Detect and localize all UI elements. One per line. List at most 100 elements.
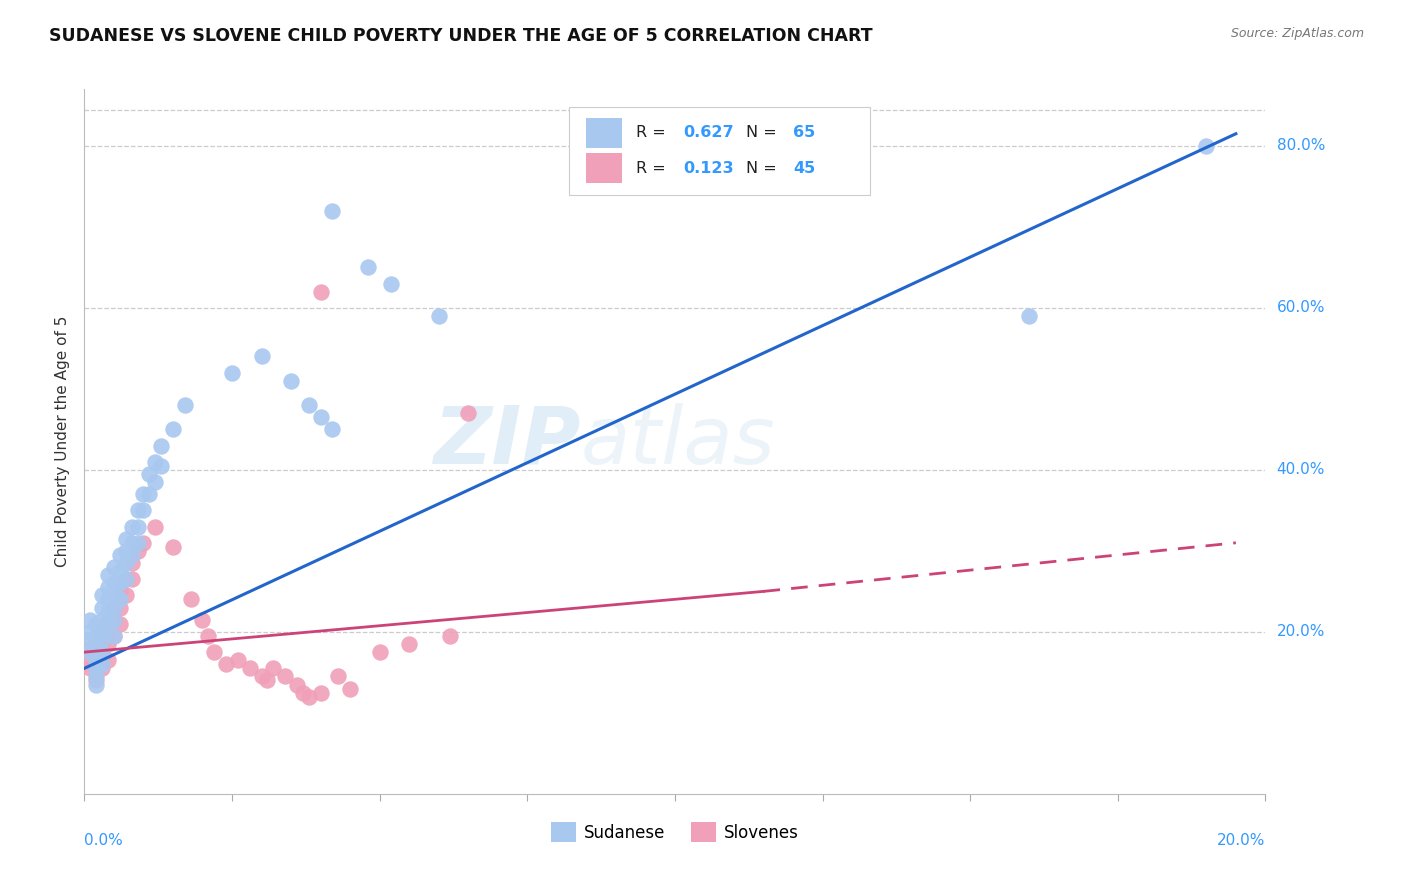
Point bbox=[143, 455, 166, 469]
Point bbox=[121, 548, 143, 562]
FancyBboxPatch shape bbox=[568, 107, 870, 194]
Point bbox=[285, 677, 308, 691]
Point bbox=[84, 661, 107, 675]
Point bbox=[380, 277, 402, 291]
Point bbox=[262, 661, 284, 675]
Point bbox=[97, 624, 120, 639]
Point bbox=[114, 556, 136, 570]
Point bbox=[250, 669, 273, 683]
Point bbox=[298, 398, 321, 412]
Point bbox=[103, 576, 125, 591]
Text: SUDANESE VS SLOVENE CHILD POVERTY UNDER THE AGE OF 5 CORRELATION CHART: SUDANESE VS SLOVENE CHILD POVERTY UNDER … bbox=[49, 27, 873, 45]
Point bbox=[127, 544, 149, 558]
Point bbox=[84, 653, 107, 667]
Point bbox=[97, 613, 120, 627]
Point bbox=[103, 613, 125, 627]
Point bbox=[150, 439, 173, 453]
Point bbox=[84, 661, 107, 675]
Point bbox=[239, 661, 262, 675]
Point bbox=[309, 285, 332, 299]
Point bbox=[84, 669, 107, 683]
Point bbox=[215, 657, 238, 672]
Point bbox=[250, 350, 273, 364]
Point bbox=[197, 629, 219, 643]
Point bbox=[79, 632, 101, 647]
Point bbox=[84, 641, 107, 656]
Text: atlas: atlas bbox=[581, 402, 775, 481]
Point bbox=[103, 629, 125, 643]
Point bbox=[108, 592, 131, 607]
Point bbox=[321, 203, 343, 218]
Point bbox=[143, 519, 166, 533]
Point bbox=[97, 580, 120, 594]
Point bbox=[132, 503, 155, 517]
Point bbox=[191, 613, 214, 627]
Y-axis label: Child Poverty Under the Age of 5: Child Poverty Under the Age of 5 bbox=[55, 316, 70, 567]
Point bbox=[132, 487, 155, 501]
Point bbox=[84, 649, 107, 664]
Point bbox=[79, 661, 101, 675]
Point bbox=[84, 629, 107, 643]
Text: N =: N = bbox=[745, 126, 782, 140]
Text: 40.0%: 40.0% bbox=[1277, 462, 1324, 477]
Point bbox=[339, 681, 361, 696]
Point bbox=[321, 422, 343, 436]
Point bbox=[91, 645, 114, 659]
Text: 0.123: 0.123 bbox=[683, 161, 734, 176]
Point bbox=[91, 632, 114, 647]
Point bbox=[108, 564, 131, 578]
Point bbox=[121, 572, 143, 586]
Point bbox=[127, 519, 149, 533]
Point bbox=[274, 669, 297, 683]
Point bbox=[84, 616, 107, 631]
Point bbox=[114, 532, 136, 546]
Point bbox=[91, 624, 114, 639]
Point bbox=[103, 629, 125, 643]
Point bbox=[103, 600, 125, 615]
Text: 0.0%: 0.0% bbox=[84, 833, 124, 847]
Point bbox=[221, 366, 243, 380]
Point bbox=[108, 616, 131, 631]
Point bbox=[91, 657, 114, 672]
Text: 60.0%: 60.0% bbox=[1277, 301, 1324, 316]
Text: 20.0%: 20.0% bbox=[1218, 833, 1265, 847]
Point bbox=[91, 613, 114, 627]
Point bbox=[103, 560, 125, 574]
Point bbox=[121, 556, 143, 570]
Point bbox=[427, 309, 450, 323]
Point bbox=[328, 669, 350, 683]
Point bbox=[121, 519, 143, 533]
Point bbox=[108, 548, 131, 562]
Legend: Sudanese, Slovenes: Sudanese, Slovenes bbox=[544, 815, 806, 849]
Point bbox=[84, 673, 107, 688]
Point bbox=[97, 637, 120, 651]
Point bbox=[79, 645, 101, 659]
Point bbox=[150, 458, 173, 473]
Text: 20.0%: 20.0% bbox=[1277, 624, 1324, 640]
Text: Source: ZipAtlas.com: Source: ZipAtlas.com bbox=[1230, 27, 1364, 40]
Point bbox=[91, 637, 114, 651]
Point bbox=[108, 584, 131, 599]
Point bbox=[79, 624, 101, 639]
Point bbox=[108, 576, 131, 591]
Point bbox=[138, 467, 160, 481]
Point bbox=[114, 589, 136, 603]
Point bbox=[291, 685, 314, 699]
Point bbox=[97, 605, 120, 619]
Point bbox=[91, 661, 114, 675]
Point bbox=[91, 600, 114, 615]
Point bbox=[298, 690, 321, 704]
Point bbox=[132, 536, 155, 550]
FancyBboxPatch shape bbox=[586, 118, 621, 148]
Text: R =: R = bbox=[636, 126, 671, 140]
Point bbox=[108, 600, 131, 615]
Point bbox=[357, 260, 380, 275]
Point bbox=[97, 592, 120, 607]
Point bbox=[91, 649, 114, 664]
Text: 65: 65 bbox=[793, 126, 815, 140]
Text: 45: 45 bbox=[793, 161, 815, 176]
Point bbox=[398, 637, 420, 651]
Point bbox=[127, 536, 149, 550]
Point bbox=[457, 406, 479, 420]
Point bbox=[103, 600, 125, 615]
